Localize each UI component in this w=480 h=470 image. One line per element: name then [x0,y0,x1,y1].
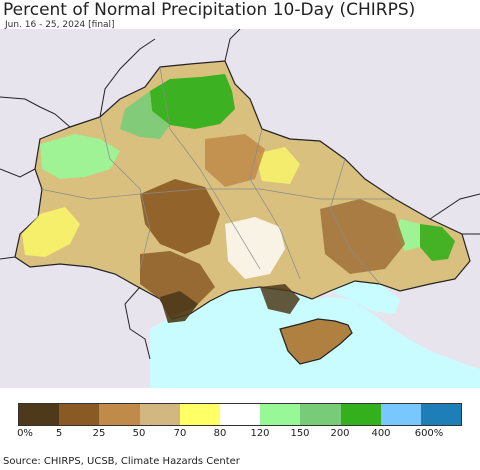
legend-swatch-120-150 [260,404,301,425]
wet-east-area [420,224,455,261]
legend-swatch-400-600 [380,404,421,425]
legend-swatch-150-200 [300,404,341,425]
map-date-range: Jun. 16 - 25, 2024 [final] [5,20,115,30]
very-dry-delta-area [160,291,198,323]
legend-tick: 0% [17,428,33,439]
legend-swatch-200-400 [340,404,381,425]
moist-north-area [120,91,170,139]
legend-swatch-70-80 [179,404,220,425]
near-normal-northeast-area [255,147,300,184]
legend-tick: 150 [290,428,310,439]
precipitation-map [0,29,480,388]
legend-swatch-80-120 [219,404,261,425]
map-title: Percent of Normal Precipitation 10-Day (… [3,0,416,20]
legend-tick: 5 [55,428,63,439]
dry-east-area [320,199,405,274]
dry-central-area [140,179,220,254]
country-borders [0,29,480,360]
dry-northcentral-area [205,134,265,187]
color-legend [18,403,462,426]
legend-swatch-50-70 [139,404,180,425]
legend-tick: 120 [250,428,270,439]
legend-tick: 25 [92,428,106,439]
legend-tick: 70 [173,428,187,439]
legend-tick: 200 [330,428,350,439]
legend-swatch-25-50 [99,404,140,425]
near-normal-west-area [22,207,80,257]
legend-tick: 400 [371,428,391,439]
legend-tick: 50 [132,428,146,439]
legend-tick: 600% [414,428,444,439]
very-dry-coast-area [260,284,300,314]
legend-tick: 80 [213,428,227,439]
crimea-land [279,318,353,365]
near-normal-center-area [225,217,285,279]
legend-swatch-600-plus [420,404,462,425]
legend-swatch-5-25 [59,404,100,425]
dry-south-area [140,251,215,317]
sea-of-azov [330,281,400,314]
moist-west-area [40,134,120,179]
legend-tick-labels: 0% 5 25 50 70 80 120 150 200 400 600% [0,428,480,442]
admin-borders [39,66,395,285]
source-credit: Source: CHIRPS, UCSB, Climate Hazards Ce… [3,456,240,467]
legend-swatch-0-5 [19,404,60,425]
wet-north-area [150,74,235,129]
